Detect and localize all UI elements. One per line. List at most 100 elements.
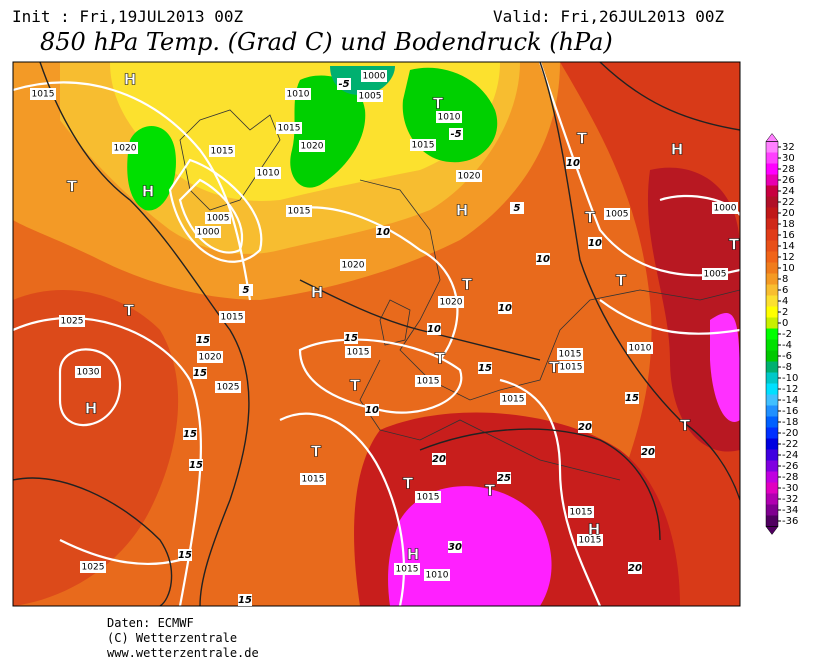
- pressure-label-box: [75, 366, 101, 378]
- pressure-label-box: [30, 88, 56, 100]
- colorbar-label: -14: [782, 395, 798, 406]
- colorbar-label: -24: [782, 450, 798, 461]
- isobar-label: 1020: [342, 261, 365, 271]
- temp-label-box: [432, 453, 446, 465]
- valid-time: Valid: Fri,26JUL2013 00Z: [493, 7, 725, 26]
- colorbar-label: 4: [782, 296, 788, 307]
- colorbar-label: -32: [782, 494, 798, 505]
- pressure-label-box: [577, 534, 603, 546]
- colorbar-swatch: [766, 262, 778, 274]
- isobar-label: 1015: [211, 147, 234, 157]
- colorbar-swatch: [766, 504, 778, 516]
- pressure-label-box: [205, 212, 231, 224]
- colorbar-label: 10: [782, 263, 795, 274]
- pressure-center: H: [142, 183, 155, 201]
- pressure-center: H: [311, 284, 324, 302]
- isobar-label: 1015: [579, 536, 602, 546]
- temp-label-box: [365, 404, 379, 416]
- colorbar-label: 28: [782, 164, 795, 175]
- isotherm-label: 10: [536, 254, 550, 265]
- colorbar-label: -36: [782, 516, 798, 527]
- isobar-label: 1025: [82, 563, 105, 573]
- colorbar-swatch: [766, 317, 778, 329]
- isotherm-label: 10: [427, 324, 441, 335]
- pressure-center: T: [585, 209, 596, 227]
- colorbar-label: 2: [782, 307, 788, 318]
- temp-label-box: [376, 226, 390, 238]
- temp-label-box: [510, 202, 524, 214]
- pressure-label-box: [80, 561, 106, 573]
- temp-label-box: [628, 562, 642, 574]
- pressure-center: T: [729, 236, 740, 254]
- isotherm-label: 15: [478, 363, 492, 374]
- pressure-label-box: [209, 145, 235, 157]
- pressure-center: H: [85, 400, 98, 418]
- colorbar-swatch: [766, 163, 778, 175]
- colorbar-swatch: [766, 438, 778, 450]
- pressure-label-box: [215, 381, 241, 393]
- colorbar-swatch: [766, 482, 778, 494]
- colorbar-swatch: [766, 207, 778, 219]
- colorbar-swatch: [766, 471, 778, 483]
- pressure-center: T: [433, 95, 444, 113]
- colorbar-swatch: [766, 427, 778, 439]
- colorbar-swatch: [766, 328, 778, 340]
- colorbar-swatch: [766, 405, 778, 417]
- isotherm-label: 10: [376, 227, 390, 238]
- pressure-center: H: [671, 141, 684, 159]
- isotherm-label: 10: [498, 303, 512, 314]
- pressure-center: T: [462, 276, 473, 294]
- pressure-label-box: [219, 311, 245, 323]
- pressure-center: T: [124, 302, 135, 320]
- isobar-label: 1015: [278, 124, 301, 134]
- colorbar-swatch: [766, 416, 778, 428]
- pressure-label-box: [197, 351, 223, 363]
- temp-label-box: [641, 446, 655, 458]
- pressure-label-box: [340, 259, 366, 271]
- colorbar-swatch: [766, 515, 778, 527]
- pressure-label-box: [424, 569, 450, 581]
- temp-label-box: [193, 367, 207, 379]
- temp-label-box: [344, 332, 358, 344]
- pressure-label-box: [436, 111, 462, 123]
- isobar-label: 1010: [257, 169, 280, 179]
- colorbar-label: -6: [782, 351, 792, 362]
- colorbar-label: 20: [782, 208, 795, 219]
- isobar-label: 1015: [502, 395, 525, 405]
- pressure-center: T: [680, 417, 691, 435]
- isobar-label: 1015: [288, 207, 311, 217]
- colorbar-label: -2: [782, 329, 792, 340]
- pressure-label-box: [285, 88, 311, 100]
- colorbar-label: 0: [782, 318, 788, 329]
- colorbar-swatch: [766, 240, 778, 252]
- colorbar-swatch: [766, 229, 778, 241]
- colorbar-frame: [765, 141, 779, 527]
- colorbar-swatch: [766, 350, 778, 362]
- pressure-label-box: [345, 346, 371, 358]
- isotherm-label: 30: [448, 542, 462, 553]
- colorbar-label: -30: [782, 483, 798, 494]
- colorbar-label: -28: [782, 472, 798, 483]
- isotherm-label: 15: [189, 460, 203, 471]
- colorbar-label: 26: [782, 175, 795, 186]
- colorbar-swatch: [766, 152, 778, 164]
- isobar-label: 1010: [426, 571, 449, 581]
- pressure-label-box: [299, 140, 325, 152]
- copyright: (C) Wetterzentrale: [107, 631, 237, 645]
- isobar-label: 1015: [302, 475, 325, 485]
- temp-label-box: [578, 421, 592, 433]
- pressure-center: H: [124, 71, 137, 89]
- isotherm-label: 5: [514, 203, 521, 214]
- pressure-label-box: [557, 348, 583, 360]
- temp-label-box: [478, 362, 492, 374]
- pressure-label-box: [286, 205, 312, 217]
- temp-label-box: [625, 392, 639, 404]
- isotherm-label: 20: [628, 563, 642, 574]
- isobar-label: 1015: [417, 377, 440, 387]
- pressure-label-box: [410, 139, 436, 151]
- pressure-label-box: [415, 491, 441, 503]
- colorbar-label: -34: [782, 505, 798, 516]
- pressure-center: T: [403, 475, 414, 493]
